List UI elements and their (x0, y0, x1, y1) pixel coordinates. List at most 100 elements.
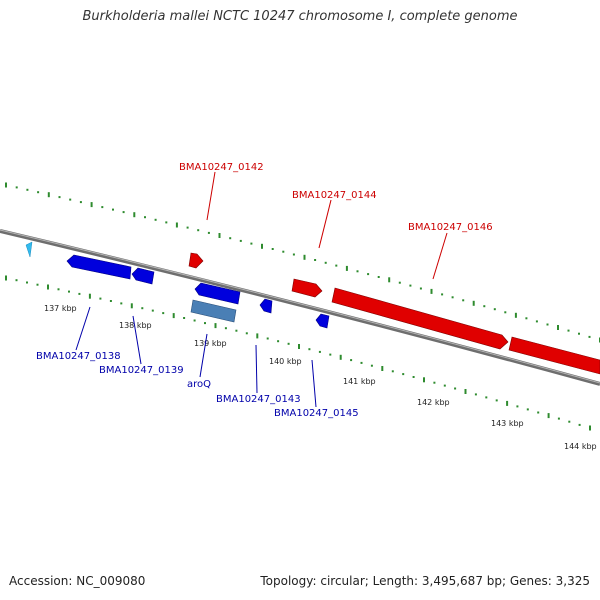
gene-bma10247-0144[interactable] (291, 278, 323, 298)
chromosome-backbone (0, 229, 600, 386)
outer-minor-tick (154, 218, 157, 221)
inner-major-tick (423, 377, 425, 383)
outer-minor-tick (112, 208, 114, 211)
label-bma10247-0145[interactable]: BMA10247_0145 (274, 408, 359, 419)
outer-major-tick (303, 254, 306, 260)
inner-minor-tick (329, 353, 332, 356)
leader-bma10247-0139 (132, 315, 142, 365)
outer-minor-tick (250, 242, 253, 245)
inner-minor-tick (568, 420, 571, 423)
inner-minor-tick (162, 312, 165, 315)
outer-major-tick (430, 288, 433, 294)
map-title: Burkholderia mallei NCTC 10247 chromosom… (82, 9, 518, 24)
outer-minor-tick (292, 253, 295, 256)
inner-major-tick (47, 284, 49, 290)
outer-minor-tick (229, 237, 232, 240)
outer-minor-tick (441, 293, 444, 296)
outer-minor-tick (525, 317, 528, 320)
inner-minor-tick (526, 408, 529, 411)
gene-bma10247-0142[interactable] (188, 252, 204, 269)
inner-minor-tick (537, 411, 540, 414)
gene-bma10247-0138[interactable] (66, 254, 132, 280)
inner-minor-tick (99, 297, 102, 300)
gene-bma10247-0143[interactable] (259, 298, 273, 314)
leader-aroq (199, 333, 208, 378)
inner-minor-tick (36, 283, 39, 286)
outer-major-tick (218, 233, 221, 238)
inner-minor-tick (402, 373, 405, 376)
inner-minor-tick (277, 340, 280, 343)
inner-minor-tick (516, 405, 519, 408)
tick-label-142: 142 kbp (417, 398, 450, 407)
inner-major-tick (172, 313, 175, 319)
label-bma10247-0144[interactable]: BMA10247_0144 (292, 190, 377, 201)
inner-tick-track (5, 275, 591, 431)
outer-minor-tick (451, 296, 454, 299)
outer-minor-tick (419, 287, 422, 290)
outer-major-tick (472, 300, 475, 306)
outer-minor-tick (101, 206, 104, 209)
gene-aroq[interactable] (190, 299, 237, 323)
inner-minor-tick (308, 348, 311, 351)
gene-bma10247-0139[interactable] (131, 267, 155, 285)
gene-continuing-right[interactable] (508, 336, 600, 375)
outer-minor-tick (271, 248, 274, 250)
outer-major-tick (90, 202, 93, 208)
label-bma10247-0146[interactable]: BMA10247_0146 (408, 222, 493, 233)
leader-bma10247-0146 (432, 232, 448, 280)
partial-gene-marker[interactable] (25, 241, 33, 258)
forward-strand-genes (188, 252, 600, 375)
inner-minor-tick (412, 376, 415, 378)
outer-minor-tick (165, 221, 168, 224)
outer-major-tick (261, 243, 263, 249)
inner-minor-tick (151, 309, 154, 312)
outer-minor-tick (239, 239, 242, 242)
outer-minor-tick (356, 270, 359, 273)
outer-minor-tick (588, 335, 591, 338)
inner-major-tick (464, 389, 467, 394)
outer-minor-tick (483, 305, 486, 308)
inner-minor-tick (433, 381, 436, 384)
inner-minor-tick (318, 350, 321, 353)
outer-minor-tick (324, 261, 327, 264)
outer-minor-tick (578, 332, 580, 335)
inner-major-tick (547, 413, 550, 419)
label-bma10247-0139[interactable]: BMA10247_0139 (99, 365, 184, 376)
inner-minor-tick (15, 279, 18, 282)
outer-tick-track (5, 182, 600, 343)
gene-unnamed-reverse[interactable] (194, 282, 241, 305)
inner-minor-tick (474, 393, 477, 396)
tick-label-141: 141 kbp (343, 377, 376, 386)
inner-minor-tick (391, 370, 394, 373)
tick-labels: 137 kbp 138 kbp 139 kbp 140 kbp 141 kbp … (44, 304, 597, 451)
leader-bma10247-0144 (318, 199, 332, 249)
outer-minor-tick (504, 311, 507, 314)
gene-labels: BMA10247_0142 BMA10247_0144 BMA10247_014… (36, 162, 493, 419)
outer-minor-tick (314, 259, 317, 261)
label-bma10247-0142[interactable]: BMA10247_0142 (179, 162, 264, 173)
inner-minor-tick (26, 281, 28, 284)
tick-label-144: 144 kbp (564, 442, 597, 451)
inner-minor-tick (557, 417, 560, 420)
inner-minor-tick (287, 342, 290, 345)
label-aroq[interactable]: aroQ (187, 379, 211, 390)
inner-minor-tick (350, 359, 353, 362)
inner-minor-tick (454, 387, 457, 390)
inner-major-tick (130, 303, 133, 309)
tick-label-137: 137 kbp (44, 304, 77, 313)
gene-bma10247-0145[interactable] (315, 313, 330, 329)
outer-minor-tick (546, 323, 549, 326)
outer-minor-tick (367, 273, 370, 276)
leader-bma10247-0143 (255, 344, 258, 394)
outer-minor-tick (493, 308, 496, 311)
label-bma10247-0138[interactable]: BMA10247_0138 (36, 351, 121, 362)
inner-minor-tick (141, 307, 144, 310)
inner-major-tick (506, 400, 509, 406)
inner-major-tick (381, 366, 384, 371)
topology-summary: Topology: circular; Length: 3,495,687 bp… (260, 574, 590, 588)
gene-bma10247-0146[interactable] (331, 287, 509, 350)
outer-minor-tick (567, 329, 570, 332)
inner-minor-tick (57, 288, 60, 291)
label-bma10247-0143[interactable]: BMA10247_0143 (216, 394, 301, 405)
